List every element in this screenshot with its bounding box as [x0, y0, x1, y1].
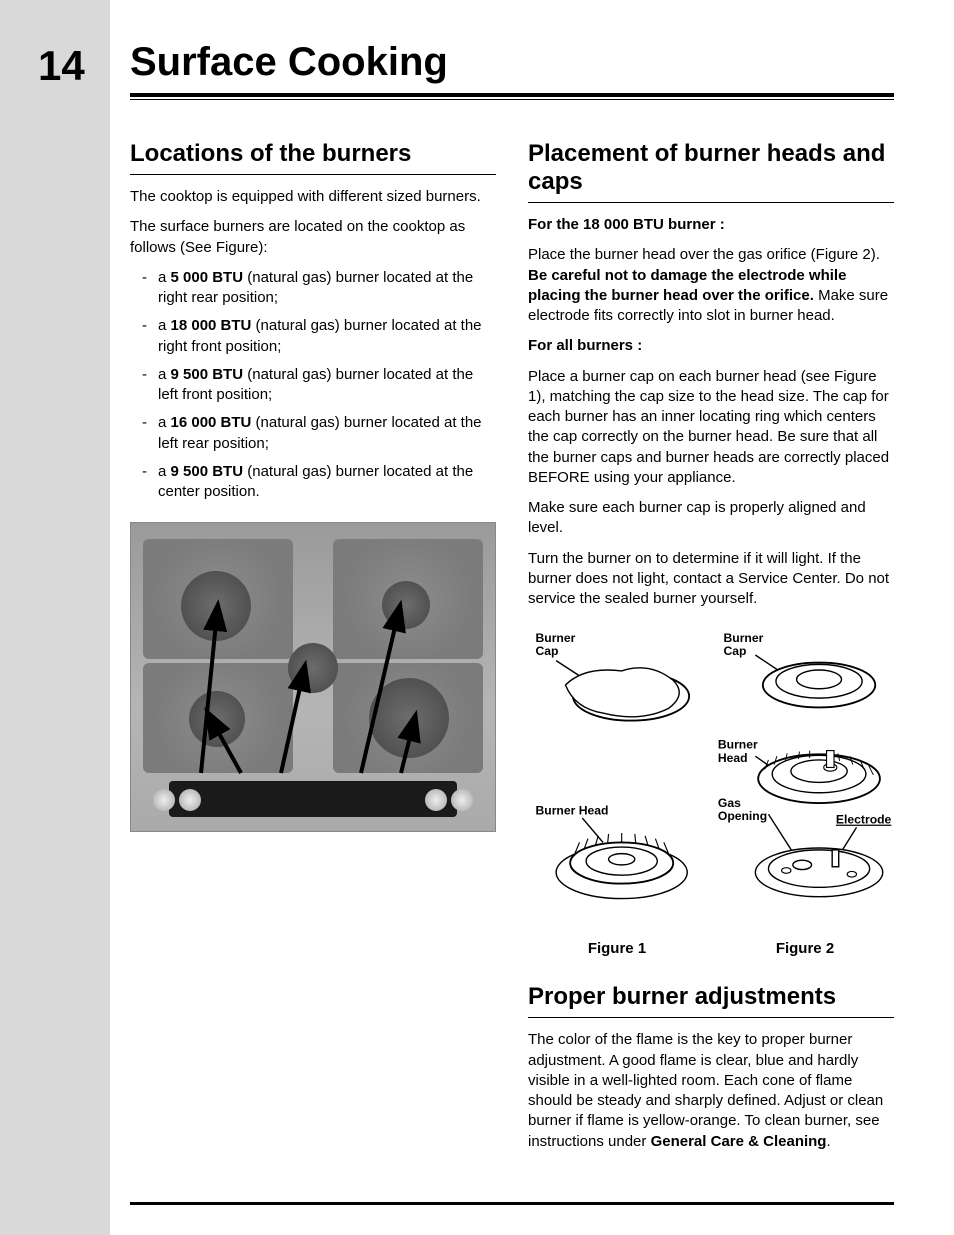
figure-1-column: Burner Cap Burner Head — [528, 619, 706, 957]
bold-text: General Care & Cleaning — [651, 1133, 827, 1150]
subheading-18000: For the 18 000 BTU burner : — [528, 215, 894, 235]
svg-text:Burner: Burner — [535, 631, 575, 645]
section-heading-locations: Locations of the burners — [130, 140, 496, 168]
figure-2-column: Burner Cap Burner Head — [716, 619, 894, 957]
figure-2-svg: Burner Cap Burner Head — [716, 619, 894, 929]
burner-left-rear — [181, 571, 251, 641]
paragraph: Place a burner cap on each burner head (… — [528, 367, 894, 489]
paragraph: The cooktop is equipped with different s… — [130, 187, 496, 207]
burner-left-front — [189, 691, 245, 747]
section-rule — [528, 202, 894, 203]
section-rule — [528, 1017, 894, 1018]
svg-text:Head: Head — [718, 751, 748, 765]
bold-text: 9 500 BTU — [171, 463, 244, 480]
svg-text:Cap: Cap — [723, 644, 746, 658]
list-item: a 9 500 BTU (natural gas) burner located… — [130, 462, 496, 503]
svg-text:Burner Head: Burner Head — [535, 804, 608, 818]
paragraph: Place the burner head over the gas orifi… — [528, 245, 894, 326]
page-number: 14 — [38, 42, 85, 90]
section-heading-adjustments: Proper burner adjustments — [528, 983, 894, 1011]
title-rule-thick — [130, 93, 894, 97]
two-column-layout: Locations of the burners The cooktop is … — [130, 140, 894, 1162]
section-heading-placement: Placement of burner heads and caps — [528, 140, 894, 196]
list-item: a 18 000 BTU (natural gas) burner locate… — [130, 316, 496, 357]
figure-2-caption: Figure 2 — [716, 940, 894, 957]
text: a — [158, 414, 171, 431]
paragraph: Turn the burner on to determine if it wi… — [528, 549, 894, 610]
bold-text: Be careful not to damage the electrode w… — [528, 267, 846, 304]
bold-text: 9 500 BTU — [171, 366, 244, 383]
svg-text:Opening: Opening — [718, 809, 767, 823]
text: Place the burner head over the gas orifi… — [528, 246, 880, 263]
subheading-all: For all burners : — [528, 336, 894, 356]
list-item: a 16 000 BTU (natural gas) burner locate… — [130, 413, 496, 454]
text: . — [826, 1133, 830, 1150]
svg-text:Electrode: Electrode — [836, 813, 892, 827]
text: a — [158, 366, 171, 383]
text: a — [158, 317, 171, 334]
text: a — [158, 463, 171, 480]
chapter-title: Surface Cooking — [130, 40, 894, 85]
bold-text: 5 000 BTU — [171, 269, 244, 286]
svg-text:Gas: Gas — [718, 796, 741, 810]
burner-right-rear — [382, 581, 430, 629]
column-right: Placement of burner heads and caps For t… — [528, 140, 894, 1162]
paragraph: Make sure each burner cap is properly al… — [528, 498, 894, 539]
burner-list: a 5 000 BTU (natural gas) burner located… — [130, 268, 496, 503]
section-rule — [130, 174, 496, 175]
figure-1-svg: Burner Cap Burner Head — [528, 619, 706, 929]
paragraph: The color of the flame is the key to pro… — [528, 1030, 894, 1152]
bottom-rule — [130, 1202, 894, 1205]
list-item: a 9 500 BTU (natural gas) burner located… — [130, 365, 496, 406]
figure-1-caption: Figure 1 — [528, 940, 706, 957]
cooktop-figure — [130, 522, 496, 832]
svg-text:Burner: Burner — [723, 631, 763, 645]
title-rule-thin — [130, 99, 894, 100]
page: 14 Surface Cooking Locations of the burn… — [0, 0, 954, 1235]
burner-center — [288, 643, 338, 693]
sidebar-gray-band — [0, 0, 110, 1235]
text: a — [158, 269, 171, 286]
bold-text: 18 000 BTU — [171, 317, 252, 334]
paragraph: The surface burners are located on the c… — [130, 217, 496, 258]
bold-text: 16 000 BTU — [171, 414, 252, 431]
list-item: a 5 000 BTU (natural gas) burner located… — [130, 268, 496, 309]
burner-right-front — [369, 678, 449, 758]
svg-text:Cap: Cap — [535, 644, 558, 658]
column-left: Locations of the burners The cooktop is … — [130, 140, 496, 1162]
svg-text:Burner: Burner — [718, 738, 758, 752]
main-content: Surface Cooking Locations of the burners… — [130, 40, 894, 1162]
control-panel — [169, 781, 457, 817]
control-knob — [451, 789, 473, 811]
burner-figures: Burner Cap Burner Head — [528, 619, 894, 957]
